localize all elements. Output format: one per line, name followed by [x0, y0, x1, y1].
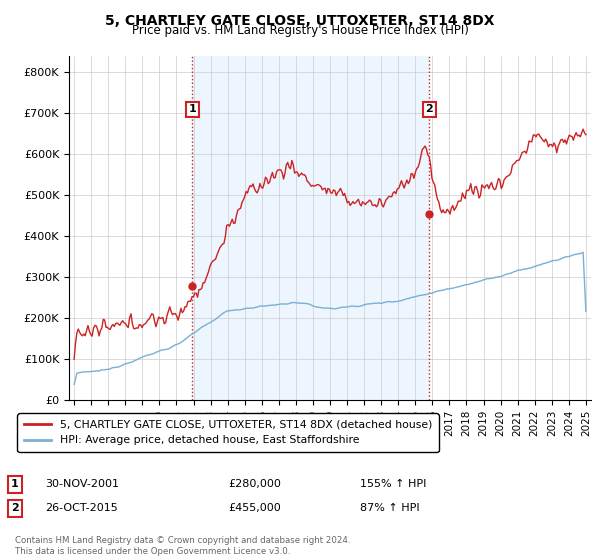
Text: 5, CHARTLEY GATE CLOSE, UTTOXETER, ST14 8DX: 5, CHARTLEY GATE CLOSE, UTTOXETER, ST14 … [105, 14, 495, 28]
Text: 87% ↑ HPI: 87% ↑ HPI [360, 503, 419, 514]
Legend: 5, CHARTLEY GATE CLOSE, UTTOXETER, ST14 8DX (detached house), HPI: Average price: 5, CHARTLEY GATE CLOSE, UTTOXETER, ST14 … [17, 413, 439, 452]
Text: 26-OCT-2015: 26-OCT-2015 [45, 503, 118, 514]
Text: 2: 2 [11, 503, 19, 514]
Text: £280,000: £280,000 [228, 479, 281, 489]
Text: Contains HM Land Registry data © Crown copyright and database right 2024.
This d: Contains HM Land Registry data © Crown c… [15, 536, 350, 556]
Text: Price paid vs. HM Land Registry's House Price Index (HPI): Price paid vs. HM Land Registry's House … [131, 24, 469, 37]
Text: 1: 1 [188, 104, 196, 114]
Text: 1: 1 [11, 479, 19, 489]
Text: 2: 2 [425, 104, 433, 114]
Text: £455,000: £455,000 [228, 503, 281, 514]
Text: 30-NOV-2001: 30-NOV-2001 [45, 479, 119, 489]
Text: 155% ↑ HPI: 155% ↑ HPI [360, 479, 427, 489]
Bar [192, 56, 429, 400]
